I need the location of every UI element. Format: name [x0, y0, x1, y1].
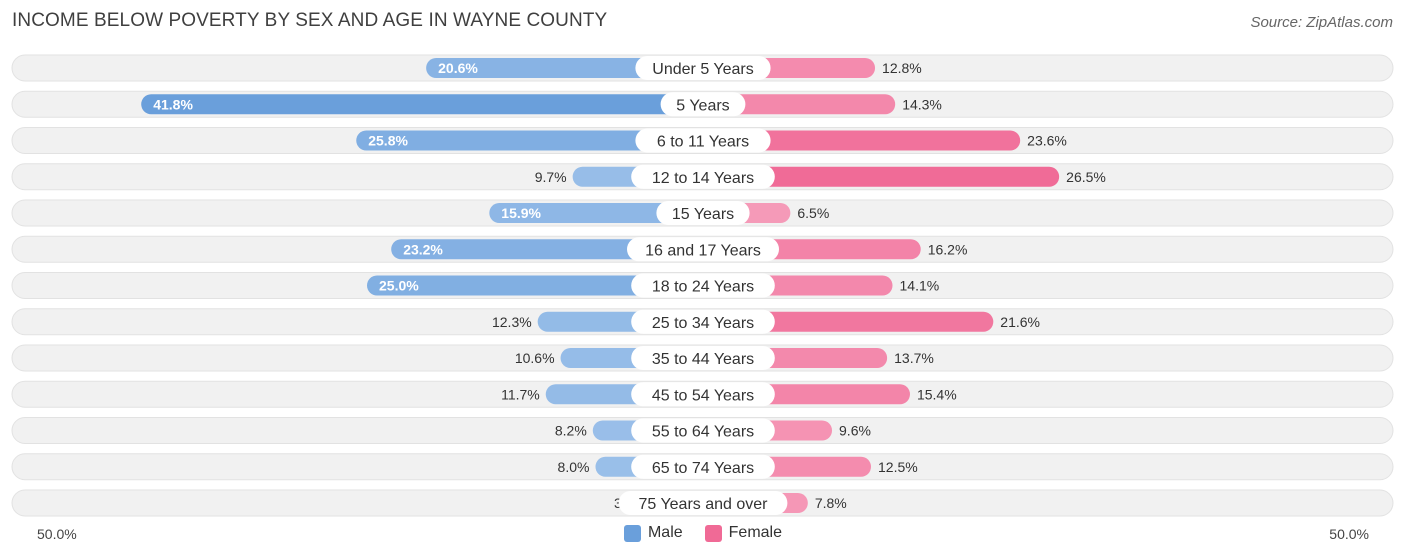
category-label: 25 to 34 Years — [652, 315, 754, 332]
legend-label-male: Male — [647, 524, 683, 541]
category-label: 55 to 64 Years — [652, 424, 754, 441]
category-label: 75 Years and over — [639, 496, 769, 513]
category-label: 45 to 54 Years — [652, 387, 754, 404]
female-bar — [703, 311, 994, 332]
female-bar — [703, 94, 896, 115]
category-label: 15 Years — [672, 206, 734, 223]
female-value-label: 13.7% — [894, 350, 934, 366]
category-label: 35 to 44 Years — [652, 351, 754, 368]
male-value-label: 8.0% — [558, 459, 590, 475]
male-bar — [356, 130, 703, 151]
category-label: 65 to 74 Years — [652, 460, 754, 477]
female-value-label: 12.5% — [878, 459, 918, 475]
female-value-label: 21.6% — [1000, 314, 1040, 330]
legend-swatch-female — [704, 524, 722, 542]
category-label: Under 5 Years — [652, 61, 753, 78]
male-value-label: 25.0% — [379, 278, 419, 294]
male-value-label: 25.8% — [368, 133, 408, 149]
female-bar — [703, 166, 1060, 187]
axis-right-label: 50.0% — [1329, 526, 1369, 542]
source-note: Source: ZipAtlas.com — [1250, 14, 1393, 31]
category-pill — [631, 309, 775, 334]
male-value-label: 12.3% — [492, 314, 532, 330]
category-pill — [656, 201, 750, 225]
female-value-label: 7.8% — [815, 495, 847, 511]
male-value-label: 41.8% — [153, 96, 193, 112]
male-value-label: 10.6% — [515, 350, 555, 366]
legend-label-female: Female — [728, 524, 783, 541]
legend: Male Female — [0, 524, 1406, 542]
male-bar — [489, 203, 703, 223]
category-label: 6 to 11 Years — [657, 134, 749, 151]
female-value-label: 16.2% — [928, 241, 968, 257]
category-pill — [631, 382, 775, 407]
category-pill — [631, 418, 775, 443]
legend-item-female: Female — [704, 524, 783, 542]
legend-swatch-male — [623, 524, 641, 542]
male-bar — [391, 239, 703, 260]
legend-item-male: Male — [623, 524, 683, 542]
category-label: 12 to 14 Years — [652, 170, 754, 187]
female-value-label: 26.5% — [1066, 169, 1106, 185]
category-pill — [627, 237, 779, 262]
category-pill — [631, 273, 775, 298]
chart-title: INCOME BELOW POVERTY BY SEX AND AGE IN W… — [12, 10, 608, 31]
male-bar — [426, 58, 703, 78]
category-pill — [631, 346, 775, 370]
female-value-label: 15.4% — [917, 386, 957, 402]
category-pill — [631, 454, 775, 479]
axis-left-label: 50.0% — [37, 526, 77, 542]
male-bar — [141, 94, 703, 115]
female-value-label: 23.6% — [1027, 133, 1067, 149]
male-value-label: 23.2% — [403, 241, 443, 257]
male-value-label: 20.6% — [438, 60, 478, 76]
male-value-label: 9.7% — [535, 169, 567, 185]
chart-area: 20.6% 12.8% Under 5 Years 41.8% 14.3% 5 Years… — [11, 54, 1394, 517]
female-value-label: 14.3% — [902, 96, 942, 112]
female-value-label: 12.8% — [882, 60, 922, 76]
male-value-label: 8.2% — [555, 423, 587, 439]
female-value-label: 6.5% — [797, 205, 829, 221]
female-bar — [703, 130, 1021, 151]
category-label: 5 Years — [676, 97, 729, 114]
male-bar — [367, 275, 703, 296]
category-pill — [660, 92, 746, 117]
female-value-label: 14.1% — [900, 278, 940, 294]
category-label: 18 to 24 Years — [652, 279, 754, 296]
category-pill — [635, 56, 771, 80]
male-value-label: 15.9% — [501, 205, 541, 221]
female-value-label: 9.6% — [839, 423, 871, 439]
category-label: 16 and 17 Years — [645, 242, 761, 259]
category-pill — [618, 491, 788, 515]
male-value-label: 11.7% — [501, 386, 540, 402]
category-pill — [631, 164, 775, 189]
category-pill — [635, 128, 771, 153]
